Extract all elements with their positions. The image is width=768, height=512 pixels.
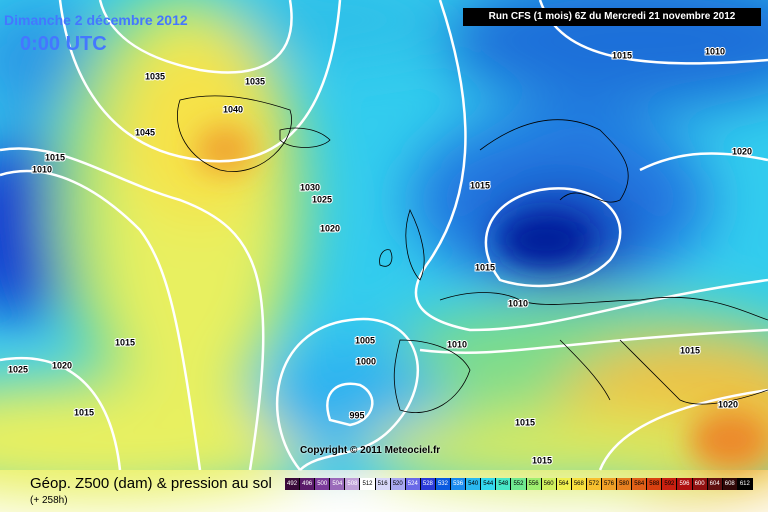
scale-swatch: 528 bbox=[420, 478, 436, 490]
isobar-label: 1035 bbox=[245, 76, 265, 86]
scale-swatch: 492 bbox=[285, 478, 301, 490]
scale-swatch: 516 bbox=[375, 478, 391, 490]
scale-swatch: 604 bbox=[707, 478, 723, 490]
copyright: Copyright © 2011 Meteociel.fr bbox=[300, 445, 441, 456]
scale-swatch: 576 bbox=[601, 478, 618, 490]
isobar-label: 1010 bbox=[508, 298, 528, 308]
scale-swatch: 612 bbox=[737, 478, 753, 490]
isobar-label: 1040 bbox=[223, 104, 243, 114]
scale-swatch: 580 bbox=[617, 478, 633, 490]
isobar-label: 1020 bbox=[52, 360, 72, 370]
scale-swatch: 512 bbox=[360, 478, 376, 490]
isobar-label: 1010 bbox=[447, 339, 467, 349]
header-date: Dimanche 2 décembre 2012 bbox=[4, 12, 188, 28]
scale-swatch: 556 bbox=[526, 478, 542, 490]
scale-swatch: 504 bbox=[330, 478, 346, 490]
scale-swatch: 596 bbox=[677, 478, 693, 490]
scale-swatch: 544 bbox=[481, 478, 497, 490]
footer-title: Géop. Z500 (dam) & pression au sol bbox=[30, 475, 272, 492]
coastlines bbox=[177, 95, 768, 413]
isobar-label: 1015 bbox=[680, 345, 700, 355]
isobar-label: 1015 bbox=[74, 407, 94, 417]
isobar-label: 1015 bbox=[470, 180, 490, 190]
scale-swatch: 588 bbox=[647, 478, 663, 490]
scale-swatch: 564 bbox=[556, 478, 572, 490]
isobar-label: 1015 bbox=[515, 417, 535, 427]
scale-swatch: 524 bbox=[405, 478, 421, 490]
scale-swatch: 532 bbox=[435, 478, 452, 490]
isobar-label: 1015 bbox=[532, 455, 552, 465]
scale-swatch: 508 bbox=[345, 478, 361, 490]
isobar-label: 1010 bbox=[32, 164, 52, 174]
isobar-label: 1030 bbox=[300, 182, 320, 192]
header-time: 0:00 UTC bbox=[20, 33, 107, 55]
isobar-label: 1015 bbox=[475, 262, 495, 272]
isobar-label: 1035 bbox=[145, 71, 165, 81]
isobar-label: 1045 bbox=[135, 127, 155, 137]
isobar-label: 1010 bbox=[705, 46, 725, 56]
scale-swatch: 536 bbox=[451, 478, 467, 490]
isobar-label: 1005 bbox=[355, 335, 375, 345]
scale-swatch: 568 bbox=[571, 478, 587, 490]
isobar-label: 1020 bbox=[718, 399, 738, 409]
isobar-label: 1025 bbox=[8, 364, 28, 374]
scale-swatch: 520 bbox=[390, 478, 406, 490]
scale-swatch: 572 bbox=[586, 478, 602, 490]
isobar-label: 1015 bbox=[612, 50, 632, 60]
isobar-label: 1020 bbox=[732, 146, 752, 156]
scale-swatch: 560 bbox=[541, 478, 557, 490]
scale-swatch: 548 bbox=[496, 478, 512, 490]
isobar-label: 1025 bbox=[312, 194, 332, 204]
run-info: Run CFS (1 mois) 6Z du Mercredi 21 novem… bbox=[463, 8, 761, 26]
isobar-label: 1020 bbox=[320, 223, 340, 233]
scale-swatch: 500 bbox=[315, 478, 331, 490]
scale-swatch: 496 bbox=[300, 478, 316, 490]
isobar-label: 1000 bbox=[356, 356, 376, 366]
field bbox=[0, 0, 768, 500]
scale-swatch: 608 bbox=[722, 478, 738, 490]
scale-swatch: 552 bbox=[511, 478, 527, 490]
scale-swatch: 600 bbox=[692, 478, 708, 490]
scale-swatch: 584 bbox=[632, 478, 648, 490]
isobar-label: 1015 bbox=[115, 337, 135, 347]
scale-swatch: 592 bbox=[662, 478, 678, 490]
isobars bbox=[0, 0, 768, 471]
footer-lead: (+ 258h) bbox=[30, 495, 68, 506]
isobar-label: 1015 bbox=[45, 152, 65, 162]
color-scale: 492 496 500 504 508 512 516 520 524 528 532 536 540 5… bbox=[285, 478, 753, 490]
scale-swatch: 540 bbox=[466, 478, 482, 490]
isobar-label: 995 bbox=[349, 410, 364, 420]
